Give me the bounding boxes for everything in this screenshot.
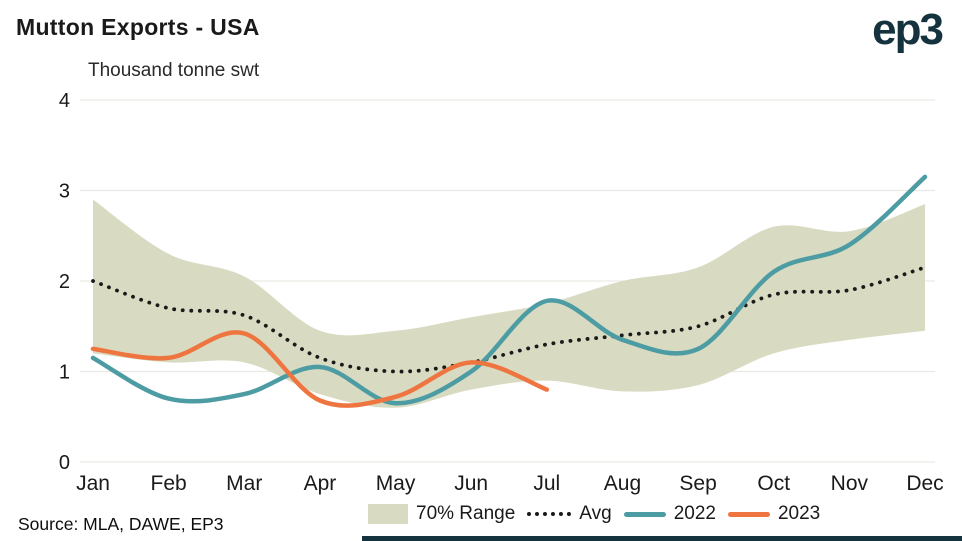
ep3-logo: ep3 [872, 5, 944, 54]
legend-label-2022: 2022 [673, 503, 716, 524]
svg-text:Jan: Jan [76, 472, 110, 495]
svg-text:3: 3 [59, 181, 70, 203]
line-chart-plot-area: 0 1 2 3 4 Jan Feb Mar Apr May Jun Jul Aug Sep Oct Nov De… [59, 90, 944, 495]
svg-text:Sep: Sep [679, 472, 716, 495]
chart-title: Mutton Exports - USA [16, 14, 260, 40]
legend-label-range: 70% Range [416, 503, 516, 524]
svg-text:1: 1 [59, 362, 70, 384]
range-band-swatch [368, 504, 408, 524]
svg-text:0: 0 [59, 452, 70, 474]
series-2023-swatch [727, 511, 770, 517]
footer-accent-bar [362, 536, 962, 541]
source-caption: Source: MLA, DAWE, EP3 [18, 514, 224, 534]
chart-legend: 70% Range Avg 2022 2023 [368, 503, 820, 525]
axis-unit-label: Thousand tonne swt [88, 60, 260, 81]
avg-dotted-swatch [527, 512, 572, 516]
svg-text:Aug: Aug [604, 472, 641, 495]
svg-text:Dec: Dec [906, 472, 943, 495]
header: Mutton Exports - USA ep3 [0, 0, 962, 58]
legend-label-avg: Avg [579, 503, 612, 524]
svg-text:Apr: Apr [304, 472, 337, 495]
legend-item-range: 70% Range [368, 503, 515, 525]
svg-text:Nov: Nov [831, 472, 869, 495]
svg-text:Jul: Jul [533, 472, 560, 495]
svg-text:Jun: Jun [454, 472, 488, 495]
svg-text:2: 2 [59, 271, 70, 293]
legend-item-avg: Avg [527, 503, 612, 525]
legend-item-2023: 2023 [727, 503, 821, 525]
svg-text:4: 4 [59, 90, 70, 112]
svg-text:May: May [376, 472, 416, 495]
legend-item-2022: 2022 [623, 503, 716, 525]
svg-text:Feb: Feb [151, 472, 187, 495]
series-2022-swatch [623, 511, 666, 517]
svg-text:Mar: Mar [226, 472, 262, 495]
legend-label-2023: 2023 [777, 503, 821, 524]
svg-text:Oct: Oct [757, 472, 790, 495]
